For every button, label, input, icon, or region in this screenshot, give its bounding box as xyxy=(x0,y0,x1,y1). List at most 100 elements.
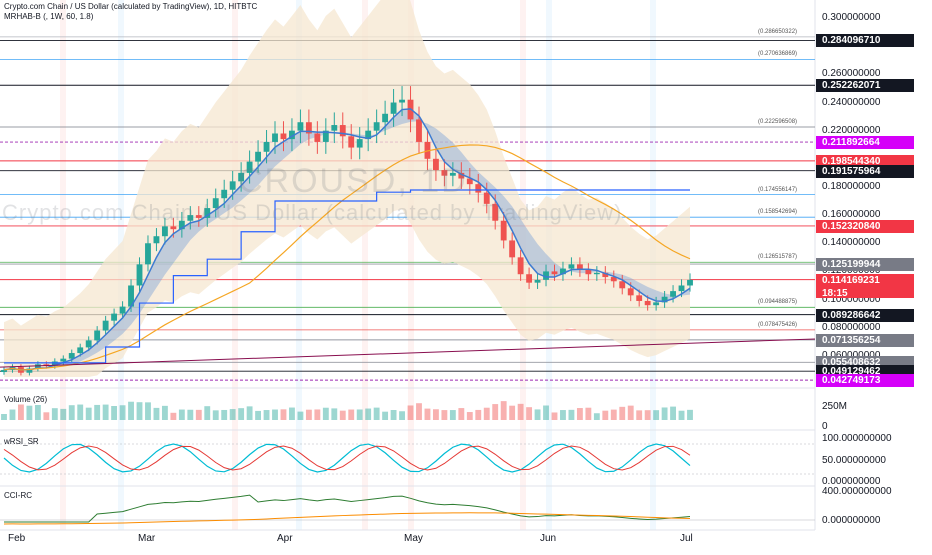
candle-body xyxy=(26,368,33,373)
candle-body xyxy=(322,130,329,142)
volume-bar xyxy=(356,409,363,420)
volume-bar xyxy=(475,409,482,420)
candle-body xyxy=(212,198,219,209)
volume-bar xyxy=(204,406,211,420)
candle-body xyxy=(416,119,422,142)
candle-body xyxy=(492,203,499,221)
cci-pane-label[interactable]: CCI-RC xyxy=(4,491,32,500)
candle xyxy=(365,118,372,152)
volume-bar xyxy=(432,409,439,420)
volume-bar xyxy=(161,405,168,420)
volume-bar xyxy=(416,403,422,420)
candle xyxy=(543,264,549,287)
candle-body xyxy=(500,220,507,241)
volume-bar xyxy=(297,411,304,420)
volume-bar xyxy=(407,405,414,420)
candle xyxy=(238,162,245,192)
price-tag[interactable]: 0.152320840 xyxy=(816,219,914,233)
candle-body xyxy=(111,313,118,321)
candle-body xyxy=(382,113,389,123)
candle xyxy=(475,173,482,203)
wrsi-axis-tick: 50.000000000 xyxy=(822,455,886,466)
candle xyxy=(568,257,575,276)
volume-bar xyxy=(373,407,380,420)
candle-body xyxy=(34,364,41,369)
candle-body xyxy=(229,181,236,190)
candle-body xyxy=(314,133,321,142)
volume-bar xyxy=(128,401,134,420)
volume-bar xyxy=(526,407,533,420)
volume-bar xyxy=(136,402,143,420)
price-tag[interactable]: 0.125199944 xyxy=(816,258,914,272)
volume-bar xyxy=(94,404,101,420)
candle-body xyxy=(373,122,380,131)
cci-signal-line xyxy=(3,512,691,525)
volume-bar xyxy=(43,412,50,420)
price-tag[interactable]: 0.191575964 xyxy=(816,164,914,178)
volume-bar xyxy=(305,409,312,420)
volume-axis-tick: 250M xyxy=(822,401,848,412)
price-tag[interactable]: 0.198544340 xyxy=(816,154,914,168)
candle xyxy=(576,257,583,277)
time-tick-label: Mar xyxy=(138,533,156,544)
candle-body xyxy=(610,277,617,282)
indicator-legend[interactable]: MRHAB-B (, 1W, 60, 1.8) xyxy=(4,12,94,21)
candle-body xyxy=(51,361,58,366)
volume-bar xyxy=(339,410,346,420)
time-tick-label: Apr xyxy=(277,533,293,544)
volume-bar xyxy=(145,402,151,420)
volume-bar xyxy=(568,409,575,420)
candle-body xyxy=(356,139,363,148)
level-label: (0.158542694) xyxy=(758,209,798,216)
candle xyxy=(1,367,7,375)
volume-bar xyxy=(382,411,389,420)
price-tag[interactable]: 0.211892664 xyxy=(816,136,914,150)
candle-body xyxy=(458,172,465,179)
candle-body xyxy=(449,172,456,176)
price-tag[interactable]: 0.071356254 xyxy=(816,333,914,347)
price-tag[interactable]: 0.114169231 18:15 xyxy=(816,273,914,299)
candle xyxy=(280,121,287,152)
price-tick-label: 0.260000000 xyxy=(822,68,881,80)
volume-bar xyxy=(102,404,109,420)
candle-body xyxy=(390,102,397,114)
candle xyxy=(585,263,592,281)
volume-bar xyxy=(195,409,202,420)
candle xyxy=(119,301,126,319)
candle-body xyxy=(339,125,346,137)
envelope-band xyxy=(4,0,690,377)
candle xyxy=(390,89,397,127)
candle-body xyxy=(466,178,473,185)
volume-bar xyxy=(534,409,541,420)
price-tick-label: 0.220000000 xyxy=(822,124,881,136)
volume-bar xyxy=(492,404,499,420)
candle xyxy=(85,336,92,352)
candle-body xyxy=(170,226,177,230)
candle xyxy=(373,109,380,144)
candle xyxy=(331,112,338,144)
volume-pane-label[interactable]: Volume (26) xyxy=(4,395,48,404)
volume-bar xyxy=(424,408,431,420)
volume-bar xyxy=(593,413,600,420)
volume-bar xyxy=(68,405,75,420)
volume-bar xyxy=(687,409,693,420)
price-tag[interactable]: 0.252262071 xyxy=(816,79,914,93)
price-tag[interactable]: 0.284096710 xyxy=(816,34,914,48)
price-tag[interactable]: 0.042749173 xyxy=(816,374,914,388)
volume-bar xyxy=(9,409,16,420)
volume-bar xyxy=(18,404,24,420)
candle xyxy=(517,250,524,281)
wrsi-pane-label[interactable]: wRSI_SR xyxy=(4,437,39,446)
candle xyxy=(348,124,355,160)
wrsi-axis-tick: 0.000000000 xyxy=(822,476,881,487)
candle-body xyxy=(399,99,405,103)
candle xyxy=(416,106,422,154)
candle-body xyxy=(85,340,92,348)
signal-column xyxy=(60,0,66,530)
candle-body xyxy=(178,220,185,230)
price-tag[interactable]: 0.089286642 xyxy=(816,308,914,322)
volume-bar xyxy=(399,411,405,420)
candle xyxy=(339,112,346,149)
